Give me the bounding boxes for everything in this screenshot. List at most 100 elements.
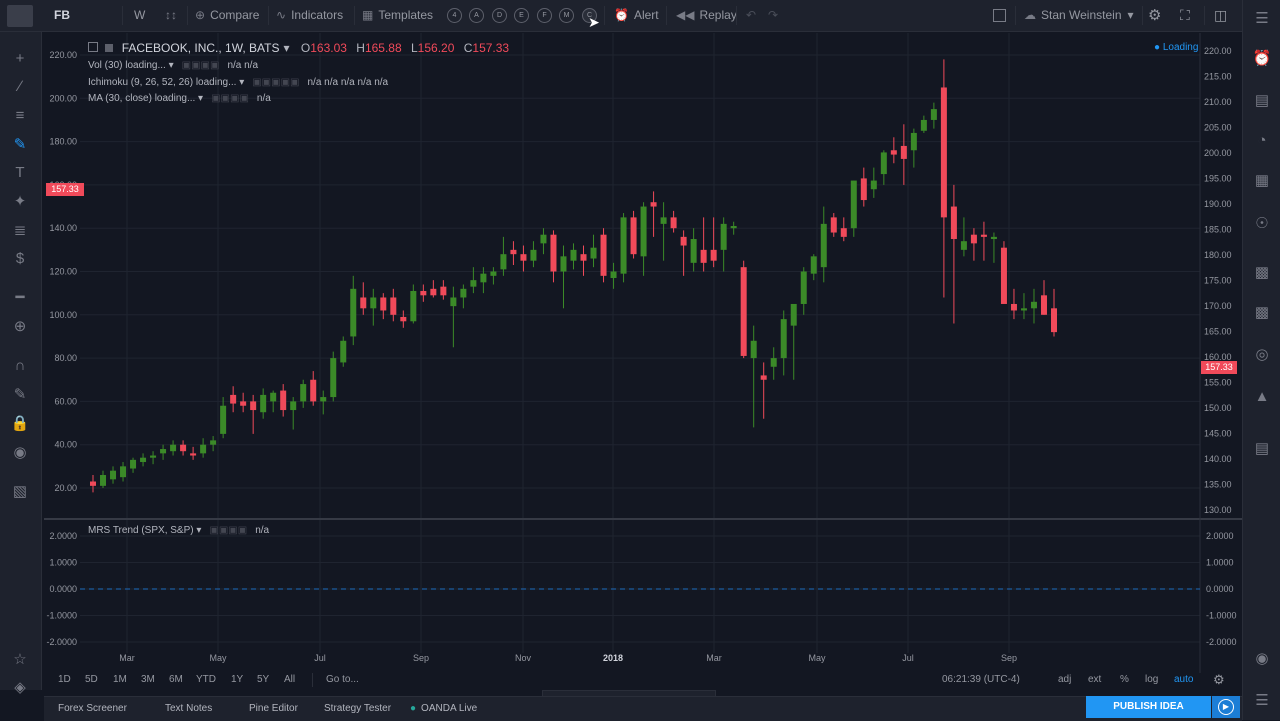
chat-button[interactable]: ▩ [1251, 262, 1273, 284]
range-all[interactable]: All [284, 672, 295, 688]
clock[interactable]: 06:21:39 (UTC-4) [942, 672, 1020, 688]
hotlist-button[interactable]: ◔ [1251, 130, 1273, 152]
ichimoku-legend[interactable]: Ichimoku (9, 26, 52, 26) loading... ▾ ▣▣▣… [88, 77, 389, 88]
symbol-search[interactable]: FB [54, 0, 114, 31]
tab-text-notes[interactable]: Text Notes [165, 697, 212, 721]
range-1m[interactable]: 1M [113, 672, 127, 688]
order-panel-button[interactable]: ▤ [1251, 438, 1273, 460]
remove-drawings-tool[interactable]: ▧ [8, 482, 32, 502]
indicator-axis-tick-left: -2.0000 [46, 637, 77, 647]
indicator-pane-legend[interactable]: MRS Trend (SPX, S&P) ▾ ▣▣▣▣ n/a [88, 525, 270, 536]
text-tool[interactable]: T [8, 163, 32, 183]
hide-drawings-tool[interactable]: ◉ [8, 443, 32, 463]
avatar[interactable] [7, 5, 33, 27]
tab-strategy-tester[interactable]: Strategy Tester [324, 697, 391, 721]
publish-play-button[interactable]: ▶ [1212, 696, 1240, 718]
publish-idea-button[interactable]: PUBLISH IDEA [1086, 696, 1211, 718]
quick-template-m[interactable]: M [559, 8, 574, 23]
brush-tool[interactable]: ✎ [8, 135, 32, 155]
left-axis-tick: 80.00 [54, 353, 77, 363]
time-axis-tick: May [808, 653, 826, 663]
range-ytd[interactable]: YTD [196, 672, 216, 688]
quick-template-a[interactable]: A [469, 8, 484, 23]
range-1d[interactable]: 1D [58, 672, 71, 688]
notifications-button[interactable]: ▲ [1251, 386, 1273, 408]
replay-button[interactable]: ◀◀ Replay [676, 0, 737, 31]
goto-button[interactable]: Go to... [326, 672, 359, 688]
chevron-down-icon[interactable]: ▾ [283, 41, 290, 55]
range-5d[interactable]: 5D [85, 672, 98, 688]
range-1y[interactable]: 1Y [231, 672, 243, 688]
volume-values: n/a n/a [227, 60, 259, 71]
range-6m[interactable]: 6M [169, 672, 183, 688]
scale-settings-button[interactable]: ⚙ [1213, 672, 1225, 688]
symbol-title[interactable]: FACEBOOK, INC., 1W, BATS [121, 41, 280, 55]
indicators-button[interactable]: ∿ Indicators [276, 0, 343, 31]
fib-tool[interactable]: ≡ [8, 106, 32, 126]
legend-controls[interactable]: ▣▣▣▣ [181, 60, 220, 71]
zoom-tool[interactable]: ⊕ [8, 317, 32, 337]
snapshot-button[interactable]: ◫ [1214, 0, 1227, 31]
range-3m[interactable]: 3M [141, 672, 155, 688]
collapse-icon[interactable] [88, 42, 98, 52]
crosshair-tool[interactable]: + [8, 49, 32, 69]
candle-body [900, 145, 907, 159]
stay-drawing-tool[interactable]: ✎ [8, 385, 32, 405]
tab-pine-editor[interactable]: Pine Editor [249, 697, 298, 721]
ideas-button[interactable]: ☉ [1251, 213, 1273, 235]
ext-toggle[interactable]: ext [1088, 672, 1101, 688]
quick-template-c[interactable]: C [582, 8, 597, 23]
trend-line-tool[interactable]: ∕ [8, 77, 32, 97]
percent-toggle[interactable]: % [1120, 672, 1129, 688]
ma-legend[interactable]: MA (30, close) loading... ▾ ▣▣▣▣ n/a [88, 93, 271, 104]
candle-body [590, 247, 597, 259]
interval-button[interactable]: W [134, 0, 145, 31]
chart-type-button[interactable]: ↕↕ [165, 0, 182, 31]
tab-oanda-live[interactable]: ● OANDA Live [410, 697, 477, 721]
volume-legend[interactable]: Vol (30) loading... ▾ ▣▣▣▣ n/a n/a [88, 60, 259, 71]
quick-template-e[interactable]: E [514, 8, 529, 23]
prediction-tool[interactable]: ≣ [8, 221, 32, 241]
price-range-tool[interactable]: $ [8, 249, 32, 269]
undo-button[interactable]: ↶ [746, 0, 756, 31]
data-window-button[interactable]: ▤ [1251, 90, 1273, 112]
time-axis-tick: Sep [1001, 653, 1017, 663]
calendar-button[interactable]: ▦ [1251, 170, 1273, 192]
auto-toggle[interactable]: auto [1174, 672, 1193, 688]
fullscreen-button[interactable]: ⛶ [1180, 0, 1190, 31]
adj-toggle[interactable]: adj [1058, 672, 1071, 688]
streams-button[interactable]: ◎ [1251, 344, 1273, 366]
chart-canvas[interactable]: 220.00 200.00 180.00 160.00 140.00 120.00 100.… [44, 33, 1242, 673]
lock-tool[interactable]: 🔒 [8, 414, 32, 434]
magnet-tool[interactable]: ∩ [8, 356, 32, 376]
object-tree-tool[interactable]: ◈ [8, 678, 32, 698]
legend-controls[interactable]: ▣▣▣▣ [209, 525, 248, 536]
range-5y[interactable]: 5Y [257, 672, 269, 688]
legend-controls[interactable]: ▣▣▣▣▣ [252, 77, 300, 88]
legend-controls[interactable]: ▣▣▣▣ [211, 93, 249, 104]
layout-button[interactable] [993, 0, 1006, 31]
indicators-label: Indicators [291, 8, 344, 22]
help-button[interactable]: ◉ [1251, 648, 1273, 670]
settings-button[interactable]: ⚙ [1148, 0, 1161, 31]
measure-tool[interactable]: ━ [8, 288, 32, 308]
favorites-tool[interactable]: ☆ [8, 650, 32, 670]
menu-button[interactable]: ☰ [1251, 690, 1273, 712]
pattern-tool[interactable]: ✦ [8, 192, 32, 212]
time-axis-tick: May [209, 653, 227, 663]
watchlist-button[interactable]: ☰ [1251, 8, 1273, 30]
mouse-cursor-icon: ➤ [588, 14, 600, 30]
quick-template-f[interactable]: F [537, 8, 552, 23]
alerts-button[interactable]: ⏰ [1251, 48, 1273, 70]
log-toggle[interactable]: log [1145, 672, 1158, 688]
quick-template-d[interactable]: D [492, 8, 507, 23]
templates-button[interactable]: ▦ Templates [362, 0, 433, 31]
magnet-icon: ∩ [14, 357, 26, 374]
messages-button[interactable]: ▩ [1251, 302, 1273, 324]
tab-forex-screener[interactable]: Forex Screener [58, 697, 127, 721]
quick-template-4[interactable]: 4 [447, 8, 462, 23]
compare-button[interactable]: ⊕ Compare [195, 0, 259, 31]
alert-button[interactable]: ⏰ Alert [614, 0, 659, 31]
layout-name-button[interactable]: ☁ Stan Weinstein ▾ [1024, 0, 1134, 31]
redo-button[interactable]: ↷ [768, 0, 778, 31]
